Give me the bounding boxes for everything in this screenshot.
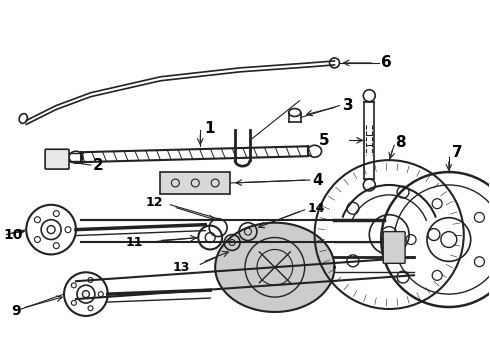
FancyBboxPatch shape bbox=[161, 172, 230, 194]
FancyBboxPatch shape bbox=[383, 231, 405, 264]
Text: 5: 5 bbox=[319, 133, 329, 148]
Text: 3: 3 bbox=[343, 98, 354, 113]
FancyBboxPatch shape bbox=[45, 149, 69, 169]
Text: 12: 12 bbox=[146, 196, 164, 209]
Text: 6: 6 bbox=[381, 55, 392, 71]
Text: 11: 11 bbox=[125, 236, 143, 249]
Text: 8: 8 bbox=[395, 135, 406, 150]
Text: 1: 1 bbox=[204, 121, 215, 136]
Text: 2: 2 bbox=[93, 158, 103, 172]
Text: 9: 9 bbox=[11, 304, 21, 318]
Text: 10: 10 bbox=[3, 228, 23, 242]
Text: 7: 7 bbox=[452, 145, 463, 160]
Text: 4: 4 bbox=[313, 174, 323, 189]
Polygon shape bbox=[215, 223, 335, 312]
Text: 14: 14 bbox=[308, 202, 325, 215]
Text: 13: 13 bbox=[173, 261, 190, 274]
